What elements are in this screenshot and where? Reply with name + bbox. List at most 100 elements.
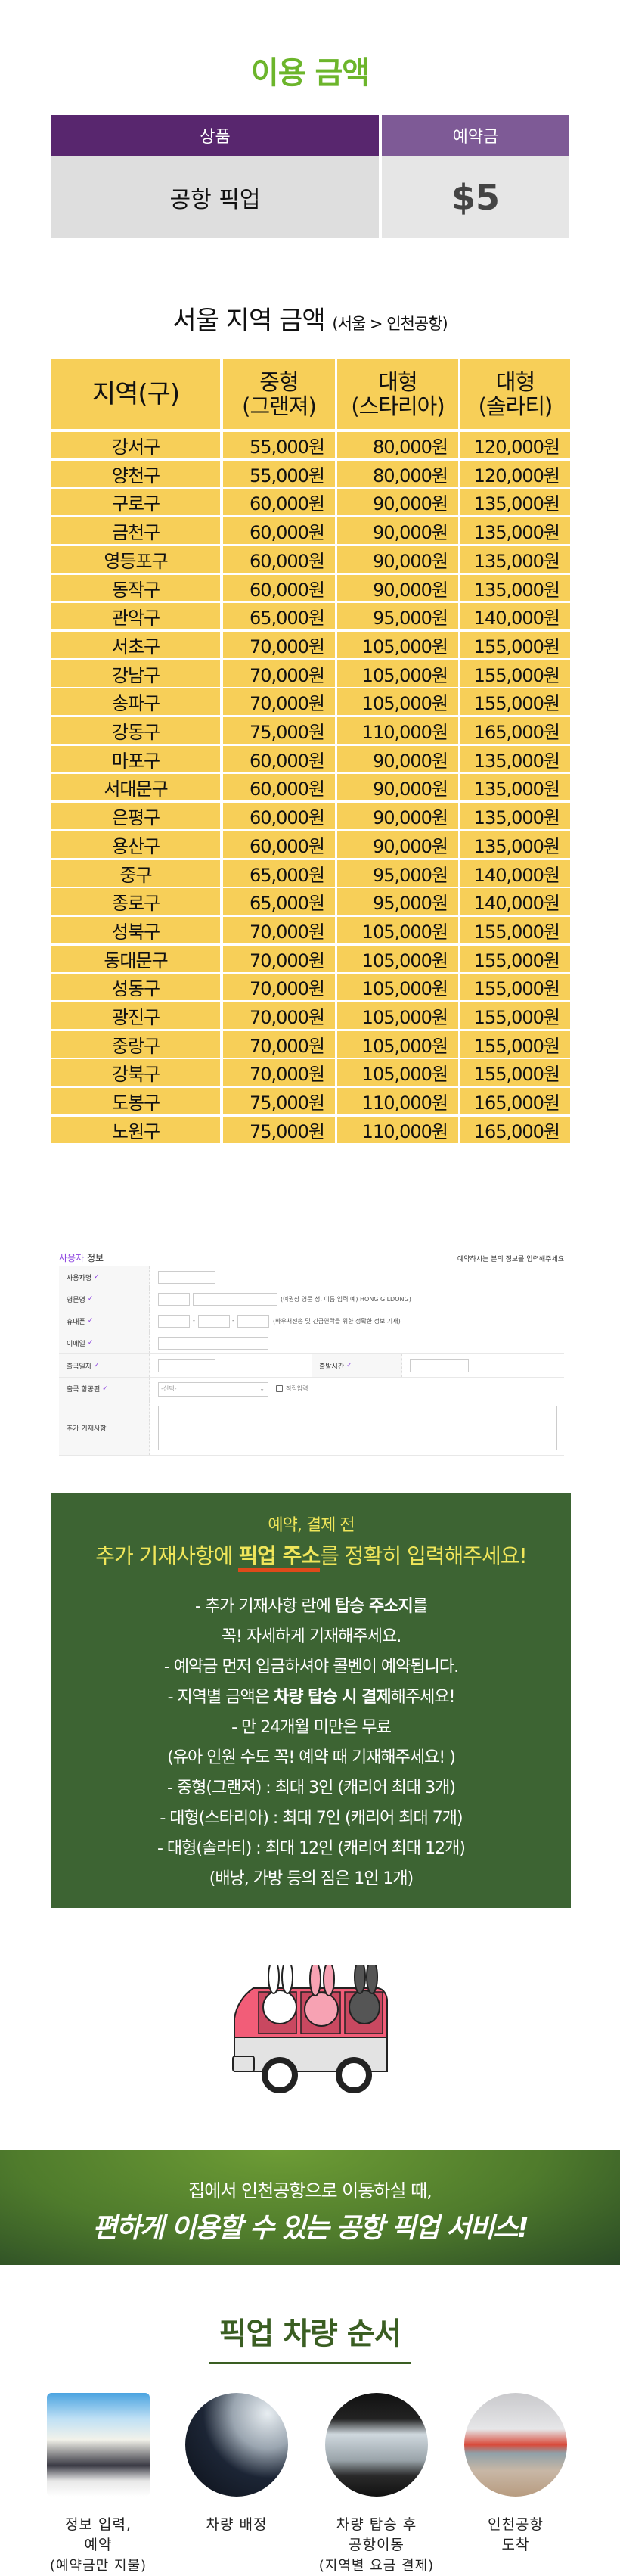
label-name: 사용자명 ✓	[59, 1266, 150, 1288]
solati-price-cell: 155,000원	[460, 945, 570, 972]
seoul-title-text: 서울 지역 금액	[172, 306, 325, 336]
midsize-price-cell: 75,000원	[223, 1116, 335, 1143]
district-cell: 강남구	[51, 660, 220, 687]
step-label: 차량 탑승 후 공항이동 (지역별 요금 결제)	[308, 2515, 445, 2576]
solati-price-cell: 140,000원	[460, 603, 570, 630]
staria-price-cell: 95,000원	[337, 859, 458, 887]
departure-date-input[interactable]	[158, 1359, 215, 1372]
phone-input-2[interactable]	[198, 1315, 230, 1328]
required-check-icon: ✓	[346, 1362, 352, 1369]
label-departure-date: 출국일자 ✓	[59, 1354, 150, 1377]
solati-price-cell: 165,000원	[460, 1116, 570, 1143]
phone-separator: -	[193, 1317, 195, 1324]
phone-separator: -	[232, 1317, 234, 1324]
direct-input-label: 직접입력	[286, 1385, 308, 1392]
bullet-text: - 지역별 금액은	[167, 1688, 274, 1707]
midsize-price-cell: 60,000원	[223, 774, 335, 801]
label-text: 출국일자	[67, 1363, 92, 1371]
staria-price-cell: 105,000원	[337, 631, 458, 658]
bullet-text: - 추가 기재사항 란에	[195, 1597, 335, 1616]
district-cell: 강서구	[51, 432, 220, 458]
midsize-price-cell: 70,000원	[223, 945, 335, 972]
solati-price-cell: 135,000원	[460, 831, 570, 858]
form-title: 사용자 정보	[59, 1251, 104, 1264]
email-input[interactable]	[158, 1337, 268, 1350]
column-header-text: 지역(구)	[91, 379, 180, 409]
column-header-midsize: 중형 (그랜져)	[223, 359, 335, 429]
seoul-price-title: 서울 지역 금액 (서울 > 인천공항)	[0, 300, 620, 337]
notice-bullet: - 대형(스타리아) : 최대 7인 (캐리어 최대 7개)	[160, 1809, 463, 1828]
departure-time-input[interactable]	[410, 1359, 469, 1372]
district-cell: 양천구	[51, 460, 220, 487]
step-label: 차량 배정	[169, 2515, 305, 2535]
in-car-photo	[325, 2393, 428, 2497]
step-label: 인천공항 도착	[448, 2515, 584, 2556]
staria-price-cell: 105,000원	[337, 974, 458, 1001]
steps-title-underline	[209, 2362, 411, 2364]
label-text: 추가 기재사항	[67, 1425, 107, 1433]
district-cell: 중구	[51, 859, 220, 887]
required-check-icon: ✓	[102, 1384, 108, 1393]
notes-textarea[interactable]	[158, 1406, 557, 1450]
label-email: 이메일 ✓	[59, 1332, 150, 1353]
staria-price-cell: 90,000원	[337, 574, 458, 601]
seoul-subtitle: (서울 > 인천공항)	[332, 315, 448, 333]
midsize-price-cell: 70,000원	[223, 916, 335, 943]
required-check-icon: ✓	[87, 1339, 94, 1347]
solati-price-cell: 155,000원	[460, 688, 570, 716]
notice-bullet: - 예약금 먼저 입금하셔야 콜벤이 예약됩니다.	[163, 1658, 459, 1676]
flight-select-value: -선택-	[161, 1385, 177, 1392]
label-notes: 추가 기재사항	[59, 1400, 150, 1455]
phone-input-1[interactable]	[158, 1315, 190, 1328]
district-cell: 은평구	[51, 803, 220, 830]
staria-price-cell: 90,000원	[337, 831, 458, 858]
staria-price-cell: 95,000원	[337, 888, 458, 915]
form-title-rest: 정보	[84, 1253, 104, 1263]
district-cell: 동작구	[51, 574, 220, 601]
midsize-price-cell: 75,000원	[223, 1088, 335, 1115]
staria-price-cell: 105,000원	[337, 1059, 458, 1086]
vehicle-photo	[185, 2393, 288, 2497]
staria-price-cell: 110,000원	[337, 1088, 458, 1115]
column-header-district: 지역(구)	[51, 359, 220, 429]
service-banner: 집에서 인천공항으로 이동하실 때, 편하게 이용할 수 있는 공항 픽업 서비…	[0, 2150, 620, 2265]
row-notes: 추가 기재사항	[59, 1400, 564, 1456]
last-name-input[interactable]	[158, 1293, 190, 1306]
label-text: 사용자명	[67, 1274, 92, 1282]
bullet-emphasis: 차량 탑승 시 결제	[273, 1688, 392, 1707]
staria-price-cell: 110,000원	[337, 1116, 458, 1143]
solati-price-cell: 135,000원	[460, 774, 570, 801]
solati-price-cell: 135,000원	[460, 745, 570, 772]
phone-hint: (바우처전송 및 긴급연락을 위한 정확한 정보 기재)	[273, 1318, 401, 1325]
staria-price-cell: 90,000원	[337, 489, 458, 516]
solati-price-cell: 135,000원	[460, 489, 570, 516]
direct-input-checkbox[interactable]	[276, 1385, 283, 1392]
headline-text: 를 정확히 입력해주세요!	[320, 1543, 528, 1568]
staria-price-cell: 95,000원	[337, 603, 458, 630]
solati-price-cell: 155,000원	[460, 631, 570, 658]
name-input[interactable]	[158, 1271, 215, 1284]
midsize-price-cell: 60,000원	[223, 745, 335, 772]
notice-bullet: (배낭, 가방 등의 짐은 1인 1개)	[209, 1869, 414, 1888]
district-cell: 관악구	[51, 603, 220, 630]
notice-bullet: (유아 인원 수도 꼭! 예약 때 기재해주세요! )	[167, 1748, 456, 1767]
required-check-icon: ✓	[94, 1273, 100, 1281]
chevron-down-icon: ⌄	[259, 1385, 265, 1392]
label-text: 영문명	[67, 1296, 85, 1304]
row-english-name: 영문명 ✓ (여권상 영문 성, 이름 입력 예) HONG GILDONG)	[59, 1288, 564, 1310]
first-name-input[interactable]	[193, 1293, 277, 1306]
district-cell: 종로구	[51, 888, 220, 915]
solati-price-cell: 135,000원	[460, 803, 570, 830]
phone-input-3[interactable]	[237, 1315, 269, 1328]
bunny-bus-illustration	[232, 1965, 388, 2093]
banner-subtitle: 집에서 인천공항으로 이동하실 때,	[188, 2180, 432, 2202]
solati-price-cell: 155,000원	[460, 916, 570, 943]
flight-select[interactable]: -선택- ⌄	[158, 1382, 268, 1397]
district-cell: 구로구	[51, 489, 220, 516]
step-label-line: 인천공항	[488, 2516, 544, 2533]
column-header-subtext: (스타리아)	[351, 393, 445, 419]
notice-intro: 예약, 결제 전	[268, 1516, 355, 1535]
row-departure: 출국일자 ✓ 출발시간 ✓	[59, 1354, 564, 1378]
solati-price-cell: 140,000원	[460, 888, 570, 915]
notice-bullet: - 대형(솔라티) : 최대 12인 (캐리어 최대 12개)	[157, 1839, 466, 1858]
